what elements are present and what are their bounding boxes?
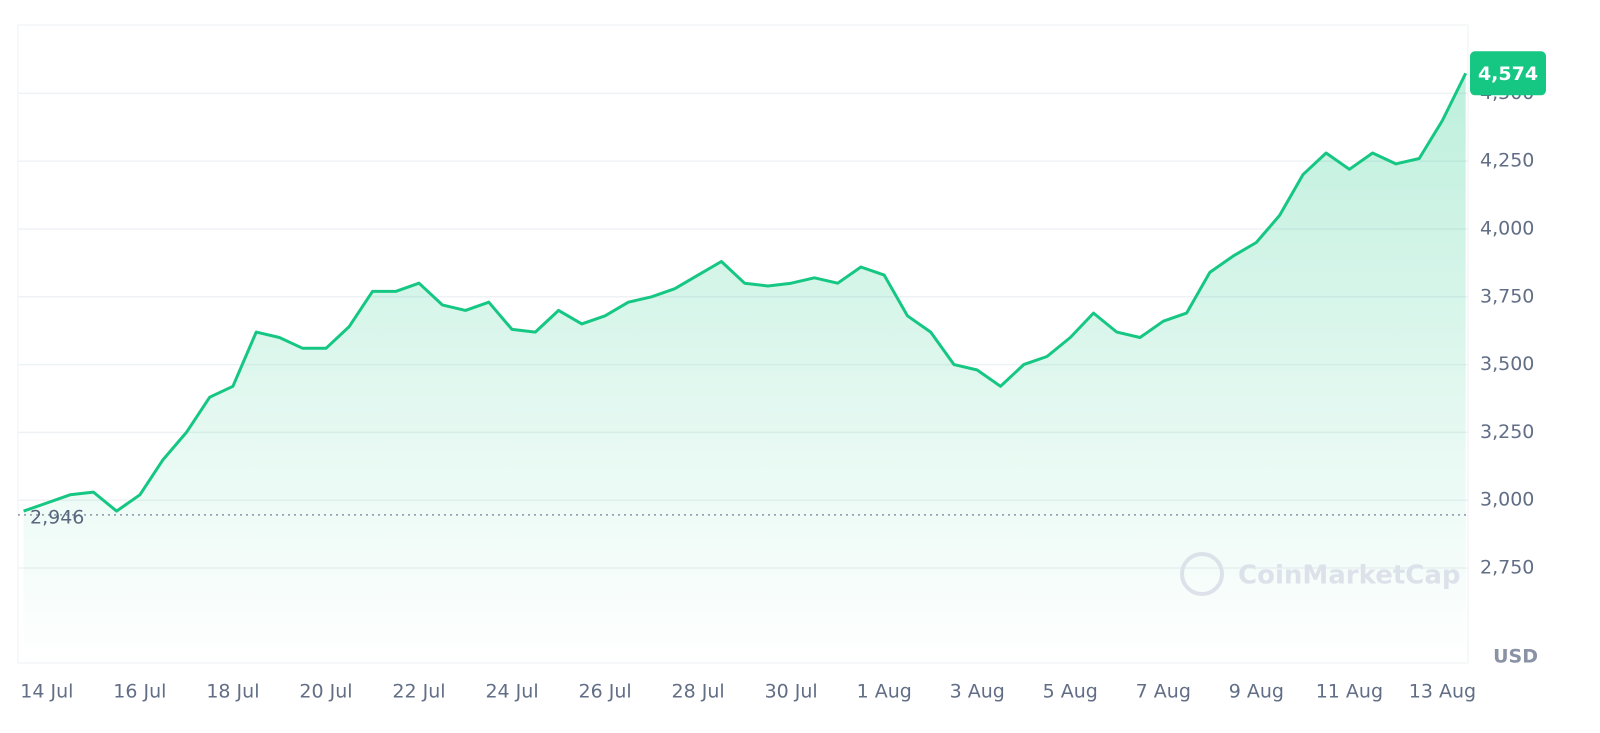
unit-label: USD — [1493, 646, 1538, 668]
y-tick-label: 2,750 — [1480, 557, 1534, 579]
x-tick-label: 13 Aug — [1409, 681, 1476, 703]
price-line — [23, 72, 1468, 513]
y-tick-label: 3,500 — [1480, 353, 1534, 375]
x-tick-label: 24 Jul — [485, 681, 538, 703]
y-tick-label: 4,000 — [1480, 217, 1534, 239]
current-price-label: 4,574 — [1478, 63, 1538, 85]
x-tick-label: 28 Jul — [672, 681, 725, 703]
x-tick-label: 30 Jul — [765, 681, 818, 703]
watermark-logo — [1180, 552, 1224, 596]
x-tick-label: 1 Aug — [857, 681, 912, 703]
x-tick-label: 22 Jul — [392, 681, 445, 703]
x-tick-label: 9 Aug — [1229, 681, 1284, 703]
start-price-label: 2,946 — [30, 506, 84, 528]
x-tick-label: 3 Aug — [950, 681, 1005, 703]
x-tick-label: 20 Jul — [299, 681, 352, 703]
x-tick-label: 7 Aug — [1136, 681, 1191, 703]
x-tick-label: 5 Aug — [1043, 681, 1098, 703]
x-tick-label: 18 Jul — [206, 681, 259, 703]
y-tick-label: 3,000 — [1480, 489, 1534, 511]
y-tick-label: 4,250 — [1480, 150, 1534, 172]
y-tick-label: 3,750 — [1480, 285, 1534, 307]
x-tick-label: 16 Jul — [113, 681, 166, 703]
x-tick-label: 11 Aug — [1316, 681, 1383, 703]
watermark: CoinMarketCap — [1238, 561, 1461, 591]
x-tick-label: 14 Jul — [20, 681, 73, 703]
y-tick-label: 3,250 — [1480, 421, 1534, 443]
x-tick-label: 26 Jul — [579, 681, 632, 703]
current-price-badge — [1470, 51, 1546, 96]
